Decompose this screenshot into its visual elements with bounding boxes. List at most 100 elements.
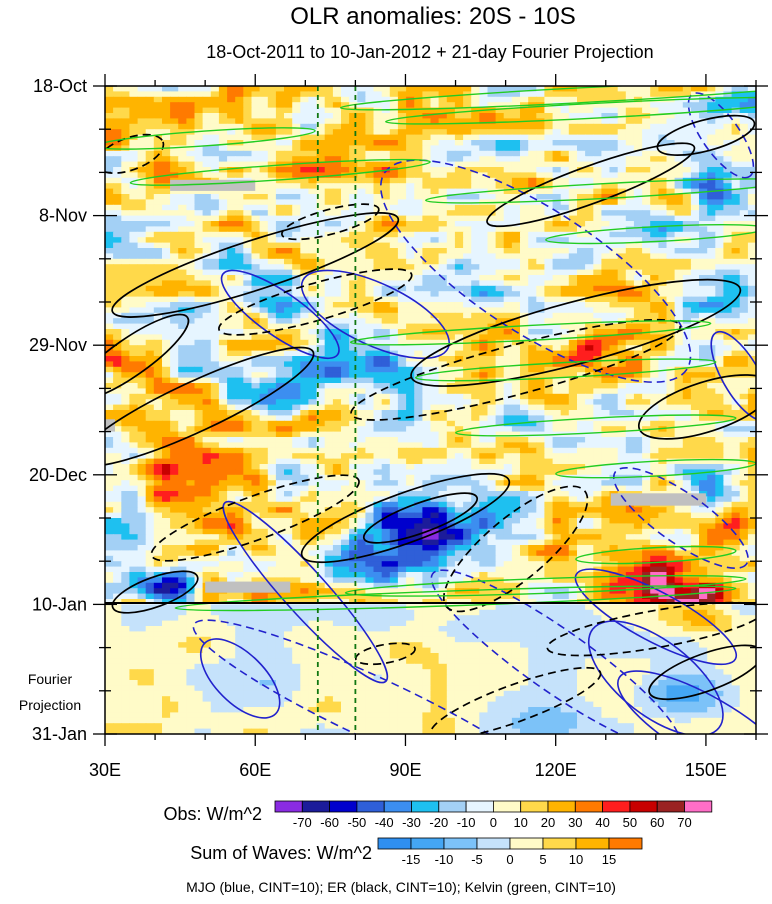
obs-cell xyxy=(438,231,448,238)
obs-cell xyxy=(642,296,651,303)
obs-cell xyxy=(129,172,139,179)
obs-cell xyxy=(528,334,537,341)
obs-cell xyxy=(251,123,261,130)
obs-cell xyxy=(210,102,220,109)
obs-cell xyxy=(194,129,204,136)
obs-cell xyxy=(316,345,326,352)
obs-cell xyxy=(275,248,285,254)
obs-cell xyxy=(699,210,708,217)
obs-cell xyxy=(658,129,668,136)
obs-cell xyxy=(210,377,220,384)
obs-cell xyxy=(617,86,627,92)
obs-cell xyxy=(414,145,423,152)
obs-cell xyxy=(137,323,147,330)
obs-cell xyxy=(121,404,130,411)
obs-cell xyxy=(560,356,570,362)
obs-cell xyxy=(577,183,586,190)
obs-cell xyxy=(349,172,358,179)
obs-cell xyxy=(739,210,749,217)
obs-cell xyxy=(194,393,204,400)
obs-cell xyxy=(243,134,252,141)
obs-cell xyxy=(715,210,724,217)
obs-cell xyxy=(308,161,318,168)
obs-cell xyxy=(324,275,334,281)
obs-cell xyxy=(577,96,586,103)
obs-cell xyxy=(536,410,545,416)
obs-cell xyxy=(332,323,342,330)
obs-cell xyxy=(528,329,537,335)
obs-cell xyxy=(495,183,505,190)
obs-cell xyxy=(674,253,684,260)
obs-cell xyxy=(601,269,611,276)
obs-cell xyxy=(495,296,505,303)
obs-cell xyxy=(137,383,147,389)
obs-cell xyxy=(162,291,171,298)
obs-cell xyxy=(446,258,456,265)
obs-cell xyxy=(227,366,236,373)
obs-cell xyxy=(715,134,724,141)
obs-cell xyxy=(690,393,700,400)
obs-cell xyxy=(210,339,220,346)
obs-cell xyxy=(690,167,700,173)
obs-cell xyxy=(666,410,676,416)
obs-cell xyxy=(739,302,749,308)
obs-cell xyxy=(528,264,537,271)
obs-cell xyxy=(503,210,513,217)
obs-cell xyxy=(642,237,651,244)
obs-cell xyxy=(243,231,252,238)
obs-cell xyxy=(121,280,130,287)
obs-cell xyxy=(121,226,130,233)
obs-cell xyxy=(642,253,651,260)
obs-cell xyxy=(617,361,627,368)
obs-cell xyxy=(520,323,529,330)
obs-cell xyxy=(544,350,554,357)
obs-cell xyxy=(585,231,594,238)
obs-cell xyxy=(503,269,513,276)
obs-cell xyxy=(365,415,375,422)
obs-cell xyxy=(609,275,619,281)
obs-cell xyxy=(430,231,440,238)
obs-cell xyxy=(186,248,196,254)
obs-cell xyxy=(471,291,480,298)
obs-cell xyxy=(300,404,309,411)
obs-cell xyxy=(633,361,643,368)
obs-cell xyxy=(536,188,545,195)
obs-cell xyxy=(479,96,488,103)
obs-cell xyxy=(251,231,261,238)
obs-cell xyxy=(609,242,619,249)
obs-cell xyxy=(430,102,440,109)
obs-cell xyxy=(715,312,724,319)
obs-cell xyxy=(235,134,244,141)
obs-cell xyxy=(585,356,594,362)
obs-cell xyxy=(316,188,326,195)
obs-cell xyxy=(349,291,358,298)
obs-cell xyxy=(373,258,383,265)
obs-cell xyxy=(170,318,179,325)
obs-cell xyxy=(552,399,562,406)
obs-cell xyxy=(414,356,423,362)
obs-cell xyxy=(601,134,611,141)
obs-cell xyxy=(153,113,163,119)
obs-cell xyxy=(243,388,252,395)
obs-cell xyxy=(170,366,179,373)
obs-cell xyxy=(389,307,399,314)
obs-cell xyxy=(194,242,204,249)
obs-cell xyxy=(707,123,716,130)
obs-cell xyxy=(731,91,741,98)
obs-cell xyxy=(406,302,415,308)
obs-cell xyxy=(552,188,562,195)
obs-cell xyxy=(129,404,139,411)
obs-cell xyxy=(503,366,513,373)
obs-cell xyxy=(153,404,163,411)
obs-cell xyxy=(373,134,383,141)
obs-cell xyxy=(739,253,749,260)
obs-cell xyxy=(341,199,350,206)
obs-cell xyxy=(625,253,635,260)
obs-cell xyxy=(658,210,668,217)
obs-cell xyxy=(170,307,179,314)
obs-cell xyxy=(739,334,749,341)
obs-cell xyxy=(121,96,130,103)
obs-cell xyxy=(471,350,480,357)
obs-cell xyxy=(113,194,122,200)
obs-cell xyxy=(739,323,749,330)
